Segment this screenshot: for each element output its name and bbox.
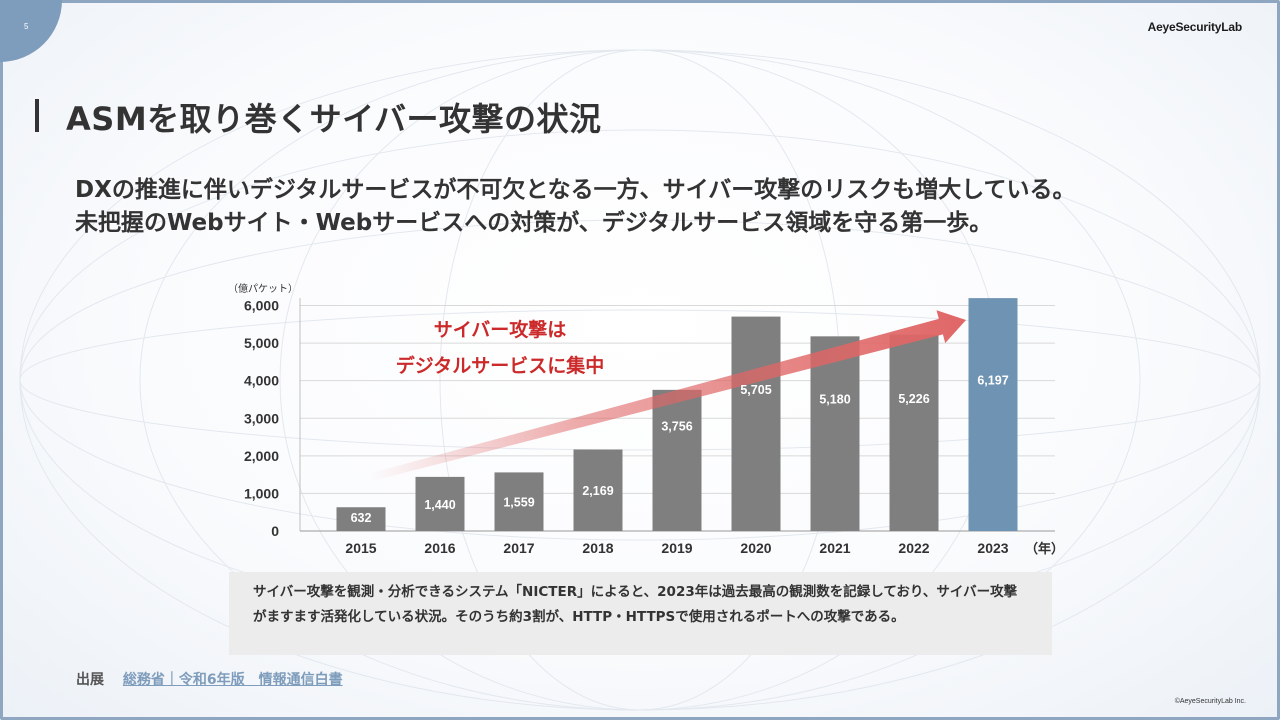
x-tick-label: 2016 <box>424 540 455 556</box>
bar <box>731 316 781 531</box>
y-tick-label: 0 <box>271 523 279 539</box>
y-axis-label: （億パケット） <box>228 282 298 295</box>
x-tick-label: 2020 <box>740 540 771 556</box>
trend-arrow <box>366 310 966 482</box>
brand-logo: AeyeSecurityLab <box>1147 20 1243 34</box>
bar <box>573 449 623 531</box>
source-line: 出展 総務省｜令和6年版 情報通信白書 <box>76 669 343 689</box>
bar <box>652 389 702 531</box>
y-tick-label: 2,000 <box>244 448 279 464</box>
bar <box>810 336 860 531</box>
bar-value-label: 6,197 <box>977 374 1008 388</box>
y-tick-label: 5,000 <box>244 335 279 351</box>
bar <box>889 334 939 531</box>
annotation-text: サイバー攻撃は <box>434 318 567 341</box>
page-title: ASMを取り巻くサイバー攻撃の状況 <box>66 100 602 138</box>
lead-text: DXの推進に伴いデジタルサービスが不可欠となる一方、サイバー攻撃のリスクも増大し… <box>75 174 1076 240</box>
x-axis-label: （年） <box>1025 541 1064 557</box>
lead-line-2: 未把握のWebサイト・Webサービスへの対策が、デジタルサービス領域を守る第一歩… <box>75 210 993 236</box>
bar <box>494 472 544 531</box>
bar-value-label: 5,705 <box>740 383 771 397</box>
bar <box>415 476 465 531</box>
y-tick-label: 1,000 <box>244 485 279 501</box>
x-tick-label: 2023 <box>977 540 1008 556</box>
y-tick-label: 4,000 <box>244 373 279 389</box>
lead-line-1: DXの推進に伴いデジタルサービスが不可欠となる一方、サイバー攻撃のリスクも増大し… <box>75 177 1076 203</box>
page-number: 5 <box>24 22 29 31</box>
y-tick-label: 6,000 <box>244 298 279 314</box>
source-label: 出展 <box>76 672 104 688</box>
bar-value-label: 632 <box>351 511 372 525</box>
y-tick-label: 3,000 <box>244 410 279 426</box>
x-tick-label: 2018 <box>582 540 613 556</box>
bar <box>336 507 386 531</box>
title-accent-bar <box>35 99 39 132</box>
bar-value-label: 1,559 <box>503 496 534 510</box>
bar-value-label: 2,169 <box>582 484 613 498</box>
x-tick-label: 2015 <box>345 540 376 556</box>
x-tick-label: 2019 <box>661 540 692 556</box>
bar-value-label: 5,180 <box>819 393 850 407</box>
bar <box>968 298 1018 531</box>
trend-arrow-shape <box>366 310 966 482</box>
bar-value-label: 1,440 <box>424 498 455 512</box>
source-link[interactable]: 総務省｜令和6年版 情報通信白書 <box>122 672 343 688</box>
bar-value-label: 5,226 <box>898 392 929 406</box>
x-tick-label: 2021 <box>819 540 850 556</box>
annotation-text: デジタルサービスに集中 <box>396 354 605 377</box>
note-box: サイバー攻撃を観測・分析できるシステム「NICTER」によると、2023年は過去… <box>229 572 1052 655</box>
copyright: ©AeyeSecurityLab Inc. <box>1174 698 1246 705</box>
bar-value-label: 3,756 <box>661 419 692 433</box>
x-tick-label: 2022 <box>898 540 929 556</box>
x-tick-label: 2017 <box>503 540 534 556</box>
